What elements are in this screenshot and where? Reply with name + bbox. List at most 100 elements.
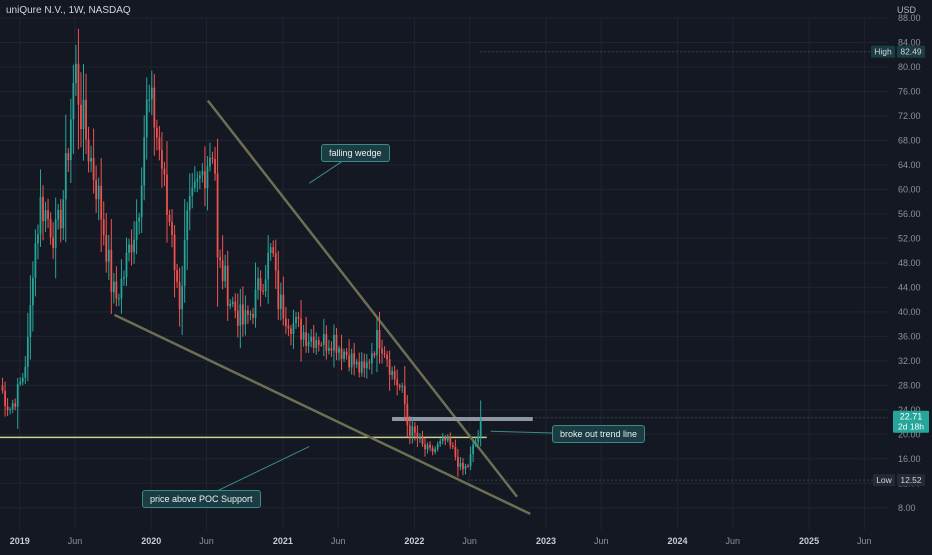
candle-body [59, 209, 62, 229]
candle-body [421, 437, 424, 445]
annotation-callout[interactable]: price above POC Support [142, 490, 261, 508]
candle-body [54, 219, 57, 249]
candle-body [345, 351, 348, 356]
candle-body [178, 282, 181, 310]
candle-body [451, 445, 454, 447]
price-tick-label: 36.00 [898, 331, 921, 341]
candle-body [371, 353, 373, 364]
candle-body [325, 334, 328, 351]
currency-label: USD [896, 5, 916, 15]
candle-body [80, 104, 82, 130]
candle-body [72, 82, 75, 120]
candle-body [300, 318, 302, 340]
candle-body [267, 252, 270, 280]
low-label-bg [873, 474, 895, 487]
candle-body [239, 304, 242, 326]
candle-body [383, 353, 386, 355]
candle-body [290, 328, 292, 334]
candle-body [155, 127, 158, 138]
annotation-callout[interactable]: broke out trend line [552, 425, 646, 443]
candle-body [462, 462, 464, 470]
low-label: Low [876, 475, 892, 485]
candle-body [355, 361, 358, 365]
candle-body [97, 185, 100, 200]
time-tick-label: 2024 [667, 536, 687, 546]
wedge-lower-line [113, 313, 531, 516]
candle-body [328, 348, 330, 351]
candle-body [446, 436, 449, 441]
candle-body [434, 448, 437, 452]
candle-body [226, 265, 229, 306]
annotation-callout[interactable]: falling wedge [321, 144, 390, 162]
time-tick-label: 2023 [536, 536, 556, 546]
candle-body [381, 348, 383, 354]
annotation-pointer [201, 446, 310, 500]
candle-body [441, 437, 444, 442]
price-tick-label: 8.00 [898, 503, 916, 513]
candle-body [386, 354, 388, 360]
candle-body [469, 454, 472, 467]
candle-body [105, 234, 108, 262]
price-axis[interactable]: 8.0012.0016.0020.0024.0028.0032.0036.004… [898, 13, 921, 513]
candle-body [19, 381, 22, 385]
candle-body [436, 444, 439, 449]
candle-body [82, 99, 85, 130]
candle-body [340, 348, 343, 359]
candle-body [201, 171, 204, 176]
candle-body [183, 240, 186, 286]
candle-body [214, 158, 216, 174]
wedge-upper-line [206, 99, 518, 498]
candle-body [444, 437, 447, 441]
price-tick-label: 80.00 [898, 62, 921, 72]
price-tick-label: 28.00 [898, 380, 921, 390]
candle-body [479, 417, 482, 437]
symbol-title: uniQure N.V., 1W, NASDAQ [6, 5, 131, 16]
candle-body [414, 426, 416, 433]
candle-body [474, 441, 477, 445]
price-tick-label: 40.00 [898, 307, 921, 317]
candle-body [353, 353, 356, 365]
time-tick-label: Jun [857, 536, 872, 546]
price-tick-label: 64.00 [898, 160, 921, 170]
candle-body [343, 351, 345, 359]
candle-body [16, 384, 19, 407]
candle-body [284, 318, 287, 327]
candle-body [406, 404, 409, 426]
candle-body [21, 377, 24, 382]
candle-body [198, 175, 201, 179]
candle-body [454, 446, 457, 457]
candle-body [204, 171, 206, 189]
candle-body [274, 253, 277, 271]
candle-body [118, 298, 120, 300]
candle-body [403, 385, 406, 405]
candle-body [75, 63, 77, 83]
price-tick-label: 84.00 [898, 37, 921, 47]
candle-body [467, 465, 469, 467]
candle-body [312, 336, 315, 348]
candle-body [224, 265, 227, 282]
time-tick-label: Jun [462, 536, 477, 546]
candle-body [292, 323, 295, 334]
candle-body [419, 437, 421, 440]
candle-body [181, 285, 184, 310]
candle-body [338, 348, 340, 353]
high-value-bg [897, 45, 925, 58]
time-axis[interactable]: 2019 Jun 2020 Jun 2021 Jun 2022 Jun 2023 Jun 2024 J… [10, 536, 872, 546]
grid [0, 17, 888, 530]
candle-body [477, 436, 480, 442]
price-tick-label: 32.00 [898, 356, 921, 366]
drawings[interactable] [0, 51, 888, 516]
candle-body [90, 157, 92, 162]
candle-body [282, 294, 285, 319]
candle-body [348, 355, 351, 368]
candle-body [297, 316, 300, 319]
candle-body [158, 137, 161, 151]
candle-body [11, 403, 14, 410]
candle-body [305, 332, 308, 346]
candle-body [391, 371, 394, 375]
candle-body [163, 168, 166, 175]
candle-body [135, 221, 138, 240]
candle-body [449, 436, 452, 446]
